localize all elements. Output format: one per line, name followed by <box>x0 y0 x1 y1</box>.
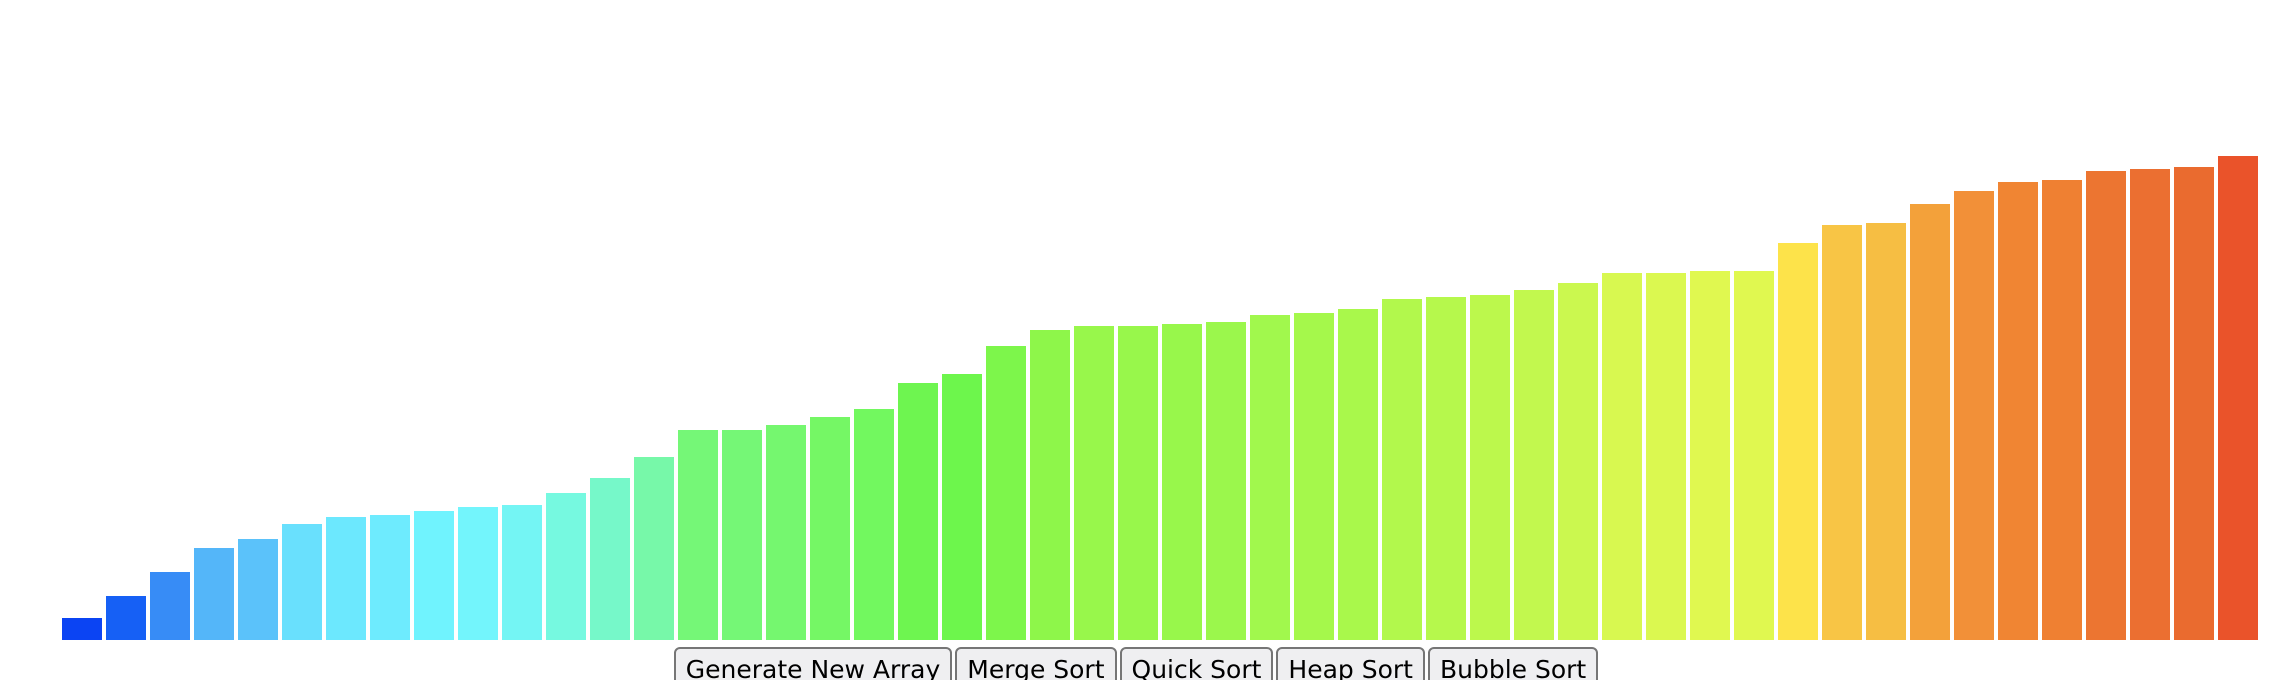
array-bar <box>62 618 102 640</box>
array-bar <box>194 548 234 640</box>
array-bar <box>2218 156 2258 640</box>
generate-new-array-button[interactable]: Generate New Array <box>673 647 953 680</box>
array-bar <box>326 517 366 640</box>
array-bar <box>1030 330 1070 640</box>
array-bar <box>502 505 542 640</box>
array-bar <box>1690 271 1730 640</box>
array-bar <box>2042 180 2082 640</box>
array-bar <box>1382 299 1422 640</box>
array-bar <box>2174 167 2214 640</box>
array-bar <box>1734 271 1774 640</box>
array-bar <box>1426 297 1466 640</box>
array-bar <box>1338 309 1378 640</box>
array-bar <box>1514 290 1554 640</box>
array-bar <box>1074 326 1114 640</box>
array-bar <box>1470 295 1510 640</box>
array-bar <box>414 511 454 640</box>
array-bar <box>1646 273 1686 640</box>
array-bar <box>1206 322 1246 640</box>
bubble-sort-button[interactable]: Bubble Sort <box>1427 647 1599 680</box>
array-bar <box>942 374 982 640</box>
array-bar <box>1998 182 2038 640</box>
array-bar <box>678 430 718 640</box>
array-bar <box>2086 171 2126 640</box>
array-bar <box>2130 169 2170 640</box>
array-bar <box>1866 223 1906 640</box>
array-bar <box>1162 324 1202 640</box>
array-bar <box>1602 273 1642 640</box>
array-bar <box>722 430 762 640</box>
array-bar <box>1910 204 1950 640</box>
array-bar <box>106 596 146 640</box>
array-bar <box>854 409 894 640</box>
quick-sort-button[interactable]: Quick Sort <box>1119 647 1274 680</box>
array-bar <box>1822 225 1862 640</box>
controls-bar: Generate New Array Merge Sort Quick Sort… <box>0 647 2272 680</box>
array-bar <box>282 524 322 640</box>
array-bar <box>898 383 938 640</box>
array-bar <box>810 417 850 640</box>
array-bar <box>1118 326 1158 640</box>
array-bar <box>458 507 498 640</box>
array-bar <box>150 572 190 640</box>
array-bar <box>634 457 674 640</box>
array-bar <box>546 493 586 640</box>
array-bar <box>986 346 1026 640</box>
merge-sort-button[interactable]: Merge Sort <box>955 647 1117 680</box>
array-bar <box>1954 191 1994 640</box>
array-bar <box>370 515 410 640</box>
bars-container <box>62 156 2258 640</box>
heap-sort-button[interactable]: Heap Sort <box>1276 647 1425 680</box>
array-bar <box>590 478 630 640</box>
array-bar <box>1778 243 1818 640</box>
array-bar <box>238 539 278 640</box>
array-bar <box>1250 315 1290 640</box>
array-bar <box>766 425 806 640</box>
array-bar <box>1294 313 1334 640</box>
array-bar <box>1558 283 1598 640</box>
